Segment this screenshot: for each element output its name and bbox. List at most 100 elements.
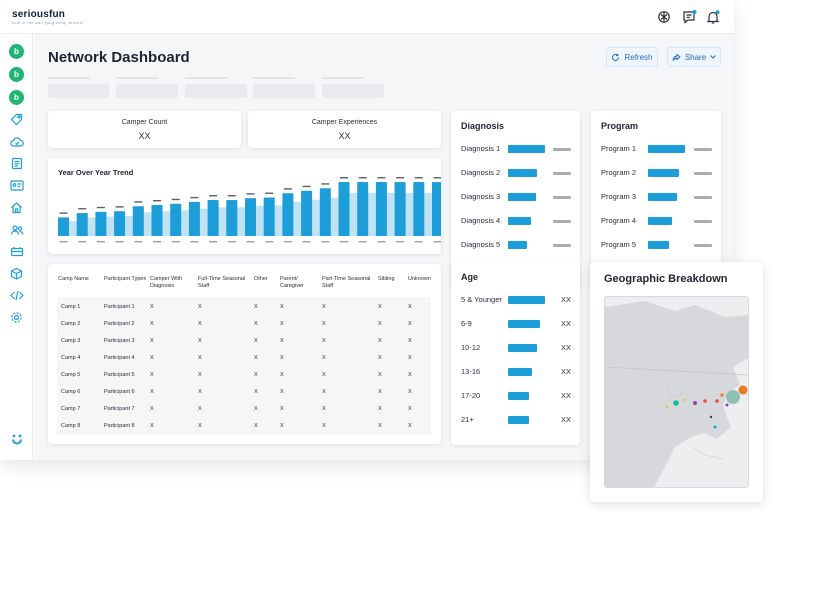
trend-bar[interactable]	[58, 217, 69, 236]
age-label: 17-20	[461, 391, 481, 400]
map-marker[interactable]	[693, 401, 697, 405]
age-row[interactable]: 13-16 XX	[461, 367, 576, 377]
trend-bar[interactable]	[114, 211, 126, 236]
diagnosis-row[interactable]: Diagnosis 5	[461, 240, 576, 250]
refresh-button[interactable]: Refresh	[606, 47, 658, 67]
table-cell: X	[198, 304, 202, 310]
table-header[interactable]: Full-Time Seasonal Staff	[198, 276, 246, 289]
logo[interactable]: seriousfun hole in the wall gang camp ne…	[12, 9, 84, 25]
trend-bar[interactable]	[151, 205, 163, 236]
age-row[interactable]: 5 & Younger XX	[461, 295, 576, 305]
trend-bar[interactable]	[357, 182, 369, 236]
gear-icon[interactable]	[9, 310, 24, 325]
table-header[interactable]: Unknown	[408, 276, 431, 282]
trend-bar[interactable]	[132, 206, 144, 236]
trend-bar[interactable]	[207, 200, 219, 236]
map-marker[interactable]	[709, 415, 713, 419]
table-header[interactable]: Parent/ Caregiver	[280, 276, 304, 289]
table-row[interactable]: Camp 8 Participant 8 X X X X X X X	[48, 423, 441, 433]
map-marker[interactable]	[715, 399, 719, 403]
bus-icon[interactable]	[9, 244, 24, 259]
table-cell: Participant 7	[104, 406, 135, 412]
smiley-icon[interactable]	[9, 432, 25, 448]
table-row[interactable]: Camp 2 Participant 2 X X X X X X X	[48, 321, 441, 331]
diagnosis-row[interactable]: Diagnosis 1	[461, 144, 576, 154]
diagnosis-row[interactable]: Diagnosis 3	[461, 192, 576, 202]
trend-bar[interactable]	[338, 182, 350, 236]
b-badge-icon[interactable]: b	[9, 44, 24, 59]
trend-bar[interactable]	[432, 182, 441, 236]
table-cell: X	[150, 389, 154, 395]
chat-bubble-icon[interactable]	[681, 9, 697, 25]
calendar-list-icon[interactable]	[9, 156, 24, 171]
program-row[interactable]: Program 4	[601, 216, 716, 226]
trend-value-label	[321, 183, 330, 185]
tag-icon[interactable]	[9, 112, 24, 127]
trend-bar[interactable]	[170, 203, 182, 236]
trend-bar[interactable]	[282, 193, 294, 236]
id-card-icon[interactable]	[9, 178, 24, 193]
diagnosis-bar	[508, 169, 537, 177]
diagnosis-row[interactable]: Diagnosis 4	[461, 216, 576, 226]
table-cell: X	[322, 304, 326, 310]
trend-bar[interactable]	[319, 188, 331, 236]
trend-bar[interactable]	[301, 190, 313, 236]
program-row[interactable]: Program 5	[601, 240, 716, 250]
trend-bar[interactable]	[76, 213, 88, 236]
map-marker[interactable]	[713, 425, 717, 429]
age-row[interactable]: 17-20 XX	[461, 391, 576, 401]
table-row[interactable]: Camp 1 Participant 1 X X X X X X X	[48, 304, 441, 314]
trend-bar[interactable]	[226, 200, 238, 236]
table-cell: X	[378, 406, 382, 412]
trend-bar[interactable]	[263, 197, 275, 236]
map[interactable]	[604, 296, 749, 488]
map-marker[interactable]	[726, 390, 740, 404]
diagnosis-row[interactable]: Diagnosis 2	[461, 168, 576, 178]
map-marker[interactable]	[703, 399, 707, 403]
share-button[interactable]: Share	[667, 47, 721, 67]
users-icon[interactable]	[9, 222, 24, 237]
map-marker[interactable]	[738, 385, 748, 395]
code-icon[interactable]	[9, 288, 24, 303]
trend-bar[interactable]	[394, 182, 406, 236]
map-marker[interactable]	[683, 398, 687, 402]
age-row[interactable]: 10-12 XX	[461, 343, 576, 353]
map-marker[interactable]	[725, 403, 729, 407]
table-header[interactable]: Camper With Diagnosis	[150, 276, 183, 289]
age-row[interactable]: 6-9 XX	[461, 319, 576, 329]
trend-bar[interactable]	[375, 182, 387, 236]
table-header[interactable]: Other	[254, 276, 268, 282]
table-header[interactable]: Part-Time Seasonal Staff	[322, 276, 371, 289]
trend-bar[interactable]	[245, 198, 256, 236]
cube-icon[interactable]	[9, 266, 24, 281]
program-row[interactable]: Program 2	[601, 168, 716, 178]
table-row[interactable]: Camp 3 Participant 3 X X X X X X X	[48, 338, 441, 348]
map-marker[interactable]	[720, 393, 724, 397]
map-marker[interactable]	[673, 400, 679, 406]
table-header[interactable]: Sibling	[378, 276, 395, 282]
age-row[interactable]: 21+ XX	[461, 415, 576, 425]
home-icon[interactable]	[9, 200, 24, 215]
b-badge-icon[interactable]: b	[9, 90, 24, 105]
cloud-icon[interactable]	[9, 134, 24, 149]
table-header[interactable]: Camp Name	[58, 276, 89, 282]
chatgpt-icon[interactable]	[656, 9, 672, 25]
table-row[interactable]: Camp 5 Participant 5 X X X X X X X	[48, 372, 441, 382]
trend-bar[interactable]	[188, 201, 200, 236]
table-row[interactable]: Camp 7 Participant 7 X X X X X X X	[48, 406, 441, 416]
table-row[interactable]: Camp 4 Participant 4 X X X X X X X	[48, 355, 441, 365]
trend-tick-label	[340, 241, 348, 243]
program-row[interactable]: Program 3	[601, 192, 716, 202]
program-title: Program	[601, 121, 639, 131]
table-row[interactable]: Camp 6 Participant 6 X X X X X X X	[48, 389, 441, 399]
table-header[interactable]: Participant Types	[104, 276, 147, 282]
bell-icon[interactable]	[705, 9, 721, 25]
b-badge-icon[interactable]: b	[9, 67, 24, 82]
table-cell: X	[378, 338, 382, 344]
program-row[interactable]: Program 1	[601, 144, 716, 154]
diagnosis-value-placeholder	[553, 172, 571, 175]
map-marker[interactable]	[665, 405, 669, 409]
trend-bar[interactable]	[95, 211, 107, 236]
trend-bar[interactable]	[413, 182, 425, 236]
table-cell: Camp 4	[61, 355, 81, 361]
